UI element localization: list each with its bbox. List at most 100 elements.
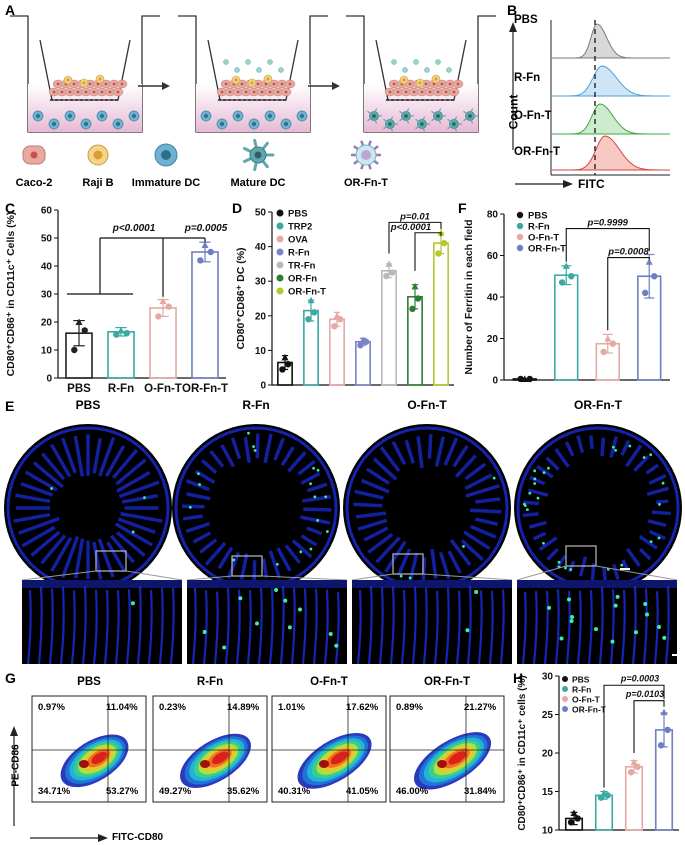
bar <box>191 251 219 379</box>
villus <box>576 590 582 665</box>
panel-label-h: H <box>513 670 524 686</box>
bar-chart-h: 10 15 20 25 30 CD80⁺CD86⁺ in CD11c⁺ cells (%)… <box>517 672 679 837</box>
legend-marker <box>276 261 284 269</box>
quadrant-value-ur: 11.04% <box>106 702 138 713</box>
ferritin-signal <box>634 630 639 635</box>
villus <box>464 473 493 490</box>
villus <box>252 560 257 582</box>
villus <box>602 566 607 582</box>
p-value: p=0.0103 <box>625 689 664 699</box>
villus <box>26 590 32 665</box>
ferritin-signal <box>657 625 662 630</box>
data-point <box>521 375 529 382</box>
villus <box>40 452 66 481</box>
nucleus <box>100 90 104 94</box>
quadrant-value-lr: 31.84% <box>464 786 497 797</box>
zoom-connector <box>595 565 678 581</box>
legend-label: O-Fn-T <box>572 695 601 705</box>
ferritin-signal <box>316 468 320 472</box>
villus <box>391 440 407 466</box>
ferritin-signal <box>309 547 313 551</box>
ferritin-signal <box>188 505 192 509</box>
scale-bar <box>620 568 630 570</box>
villus <box>455 590 461 665</box>
nucleus <box>428 90 432 94</box>
villus <box>92 438 103 474</box>
quadrant-value-ll: 49.27% <box>159 786 192 797</box>
panel-label-c: C <box>5 200 16 216</box>
villus <box>645 463 660 475</box>
bracket-line <box>565 227 650 262</box>
villus <box>546 547 560 561</box>
zoom-box <box>392 553 424 575</box>
ferritin-signal <box>130 601 135 606</box>
villus <box>378 586 384 665</box>
ferritin-signal <box>542 541 545 545</box>
legend-label: OR-Fn-T <box>344 177 388 189</box>
villus <box>528 520 547 529</box>
particle <box>424 67 430 73</box>
villus <box>375 536 401 564</box>
nucleus <box>100 114 104 118</box>
legend-label: OVA <box>288 235 308 246</box>
data-point <box>333 312 341 319</box>
y-axis-label: CD80⁺CD86⁺ DC (%) <box>235 247 247 349</box>
villus <box>169 588 175 665</box>
ferritin-signal <box>533 482 537 485</box>
villus <box>323 589 329 665</box>
data-point <box>609 340 616 347</box>
ferritin-signal <box>254 621 259 626</box>
nucleus <box>392 82 396 86</box>
p-value: p=0.0008 <box>607 246 649 257</box>
villus <box>303 507 332 512</box>
villus <box>306 526 323 536</box>
y-tick-label: 10 <box>255 346 267 357</box>
nucleus <box>116 90 120 94</box>
pe-cd86-axis-label: PE-CD86 <box>10 743 22 787</box>
particle <box>245 59 251 65</box>
y-tick-label: 20 <box>255 311 267 322</box>
bar <box>329 318 345 386</box>
villus <box>18 516 60 535</box>
legend-label: Immature DC <box>131 177 201 189</box>
data-point <box>155 313 162 320</box>
particle <box>267 59 273 65</box>
legend-marker <box>516 222 524 230</box>
villus <box>576 435 585 453</box>
bar <box>149 307 177 379</box>
x-tick-label: R-Fn <box>108 383 134 395</box>
ferritin-signal <box>528 491 532 495</box>
legend-marker <box>562 706 568 712</box>
villus <box>367 532 394 554</box>
data-point <box>440 239 448 247</box>
ferritin-signal <box>662 635 667 640</box>
villus <box>50 536 73 572</box>
data-point <box>657 742 665 749</box>
particle <box>234 67 240 73</box>
y-axis-label: CD80⁺CD86⁺ in CD11c⁺ Cells (%) <box>5 212 17 377</box>
nucleus <box>84 90 88 94</box>
y-tick-label: 0 <box>492 376 498 387</box>
legend-label: TRP2 <box>288 222 312 233</box>
villus <box>464 462 487 481</box>
y-tick-label: 30 <box>255 277 267 288</box>
villus <box>642 588 648 665</box>
y-tick-label: 20 <box>487 334 499 345</box>
ferritin-signal <box>569 568 573 571</box>
plot-title: R-Fn <box>196 676 224 688</box>
data-point <box>641 289 649 297</box>
villus <box>404 439 415 464</box>
zoom-connector <box>261 575 348 581</box>
data-point <box>526 375 533 383</box>
bar-chart-d: 0 10 20 30 40 50 CD80⁺CD86⁺ DC (%) PBS TRP2 OVA R-… <box>235 208 454 392</box>
nucleus <box>452 90 456 94</box>
data-point <box>281 353 289 361</box>
nucleus <box>96 82 100 86</box>
ferritin-signal <box>313 495 317 499</box>
data-point <box>567 819 575 826</box>
nucleus <box>276 90 280 94</box>
villus <box>532 591 538 665</box>
villus <box>488 590 494 665</box>
villus <box>438 551 451 580</box>
p-value: p<0.0001 <box>112 223 156 234</box>
